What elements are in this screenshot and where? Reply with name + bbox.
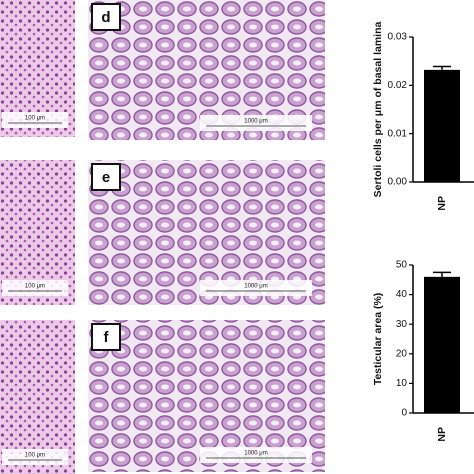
micrograph [0,320,75,474]
bar [424,69,460,182]
y-tick-label: 40 [396,289,408,300]
y-tick-label: 0.03 [388,32,408,43]
scale-bar-label: 100 μm [25,116,45,122]
x-tick-label: NP [436,196,448,211]
panel-label: f [104,329,110,346]
scale-bar-box [2,280,68,296]
scale-bar-box [200,280,312,296]
scale-bar-box [2,449,68,465]
panel-label: d [101,9,110,26]
y-tick-label: 0.00 [388,177,408,188]
y-tick-label: 50 [396,260,408,271]
scale-bar-label: 1000 μm [244,284,267,290]
y-tick-label: 30 [396,319,408,330]
panel-label-box [91,163,121,191]
y-tick-label: 0 [401,408,407,419]
scale-bar-box [200,447,312,463]
scale-bar-label: 1000 μm [244,119,267,125]
scale-bar-label: 1000 μm [244,451,267,457]
y-axis-title: Testicular area (%) [372,293,384,386]
panel-label-box [91,323,121,351]
panel-label-box [91,3,121,31]
scale-bar-label: 100 μm [25,453,45,459]
micrograph [88,320,325,472]
y-axis-title: Sertoli cells per μm of basal lamina [372,22,384,198]
y-tick-label: 0.01 [388,128,408,139]
y-tick-label: 10 [396,378,408,389]
scale-bar-box [200,115,312,131]
scale-bar-label: 100 μm [25,284,45,290]
y-tick-label: 0.02 [388,80,408,91]
x-tick-label: NP [436,427,448,442]
y-tick-label: 20 [396,348,408,359]
panel-label: e [102,169,110,186]
bar [424,276,460,413]
histology-images [0,0,325,474]
scale-bar-box [2,112,68,128]
